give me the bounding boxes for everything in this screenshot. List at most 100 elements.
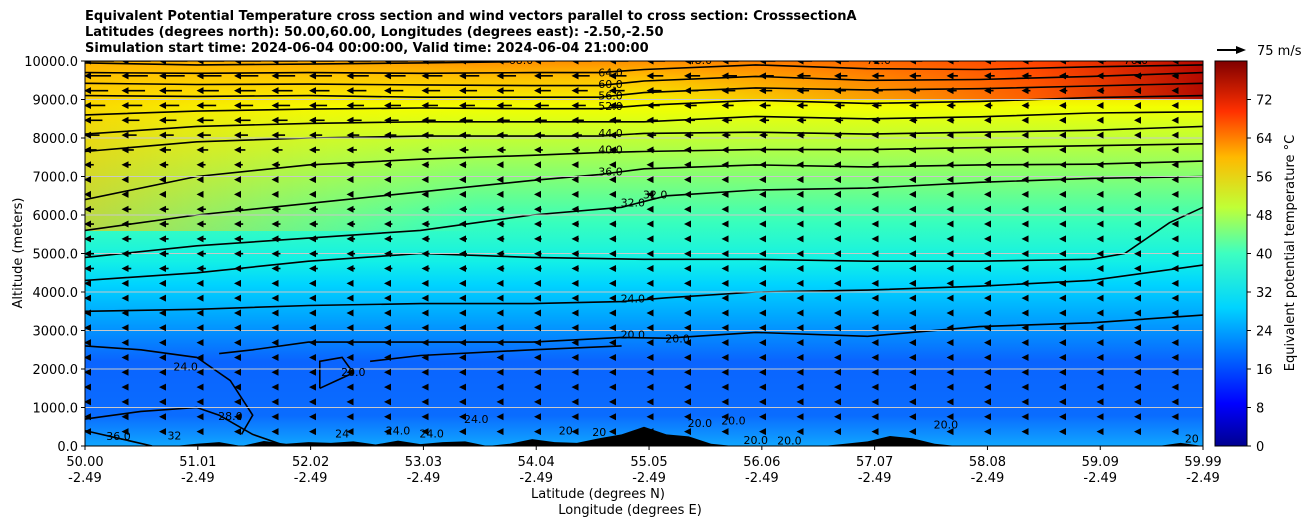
wind-arrow	[271, 413, 279, 421]
wind-arrow	[346, 190, 354, 198]
wind-arrow	[496, 205, 505, 213]
wind-arrow	[721, 413, 729, 421]
wind-arrow	[909, 116, 918, 124]
wind-arrow	[196, 339, 204, 347]
contour-label: 24.0	[386, 425, 411, 438]
wind-arrow	[85, 161, 94, 169]
wind-arrow	[384, 190, 391, 198]
contour-label: 56.0	[598, 89, 623, 102]
wind-arrow	[534, 131, 545, 139]
wind-arrow	[609, 205, 617, 213]
x-tick-label-lon: -2.49	[632, 471, 666, 486]
wind-arrow	[1059, 131, 1066, 139]
wind-arrow	[1021, 294, 1029, 302]
wind-arrow	[1021, 250, 1029, 258]
y-axis-label: Altitude (meters)	[11, 198, 26, 309]
x-tick-label-lat: 59.09	[1082, 455, 1119, 470]
wind-arrow	[1134, 294, 1141, 302]
wind-arrow	[871, 101, 882, 109]
wind-arrow	[1059, 72, 1069, 80]
wind-arrow	[346, 161, 355, 169]
wind-arrow	[1134, 309, 1141, 317]
wind-arrow	[496, 265, 505, 273]
wind-arrow	[496, 383, 504, 391]
wind-arrow	[159, 368, 166, 376]
wind-arrow	[946, 72, 958, 80]
wind-arrow	[496, 61, 519, 65]
wind-arrow	[721, 368, 729, 376]
x-tick-label-lon: -2.49	[1186, 471, 1220, 486]
wind-arrow	[346, 398, 354, 406]
wind-arrow	[984, 279, 991, 287]
chart-title-line-2: Latitudes (degrees north): 50.00,60.00, …	[85, 25, 664, 40]
x-tick-label-lon: -2.49	[68, 471, 102, 486]
wind-arrow	[1059, 309, 1066, 317]
wind-arrow	[834, 353, 841, 361]
wind-arrow	[496, 161, 504, 169]
wind-arrow	[721, 383, 729, 391]
wind-arrow	[1096, 428, 1104, 436]
wind-arrow	[609, 235, 617, 243]
wind-arrow	[1171, 265, 1179, 273]
wind-arrow	[121, 87, 146, 95]
wind-arrow	[234, 383, 241, 391]
wind-arrow	[834, 250, 841, 258]
wind-arrow	[309, 176, 316, 184]
wind-arrow	[871, 324, 879, 332]
wind-arrow	[196, 383, 204, 391]
wind-arrow	[159, 265, 169, 273]
wind-arrow	[759, 353, 766, 361]
wind-arrow	[271, 265, 281, 273]
wind-arrow	[684, 146, 692, 154]
wind-arrow	[796, 87, 810, 95]
contour-label: 36.0	[106, 430, 131, 443]
wind-arrow	[1096, 101, 1104, 109]
wind-arrow	[346, 250, 356, 258]
wind-arrow	[1134, 368, 1141, 376]
wind-arrow	[571, 235, 579, 243]
wind-arrow	[234, 101, 254, 109]
wind-arrow	[1096, 368, 1104, 376]
wind-arrow	[271, 131, 286, 139]
wind-arrow	[609, 428, 616, 436]
colorbar-label: Equivalent potential temperature °C	[1283, 135, 1298, 371]
wind-arrow	[796, 398, 804, 406]
wind-arrow	[271, 294, 279, 302]
wind-arrow	[721, 61, 739, 65]
wind-arrow	[871, 190, 879, 198]
wind-arrow	[534, 294, 541, 302]
wind-arrow	[346, 72, 369, 80]
wind-arrow	[1096, 131, 1104, 139]
wind-arrow	[834, 235, 841, 243]
wind-arrow	[459, 131, 471, 139]
wind-arrow	[984, 116, 992, 124]
wind-arrow	[496, 176, 504, 184]
wind-arrow	[684, 205, 691, 213]
x-tick-label-lat: 53.03	[405, 455, 442, 470]
wind-arrow	[909, 294, 916, 302]
wind-arrow	[1171, 146, 1179, 154]
wind-arrow	[346, 413, 354, 421]
wind-arrow	[534, 265, 542, 273]
contour-label: 20.0	[665, 333, 690, 346]
contour-label: 76.0	[1124, 54, 1149, 67]
x-axis-label-longitude: Longitude (degrees E)	[558, 503, 702, 518]
wind-arrow	[1059, 87, 1068, 95]
wind-arrow	[1021, 131, 1029, 139]
wind-arrow	[684, 309, 691, 317]
wind-arrow	[421, 220, 430, 228]
wind-arrow	[459, 413, 466, 421]
wind-arrow	[196, 428, 204, 436]
wind-arrow	[1021, 339, 1029, 347]
wind-arrow	[909, 161, 916, 169]
wind-arrow	[1021, 279, 1029, 287]
wind-arrow	[609, 368, 616, 376]
wind-arrow	[721, 87, 736, 95]
wind-arrow	[159, 61, 188, 65]
wind-arrow	[909, 279, 916, 287]
wind-arrow	[796, 190, 804, 198]
wind-arrow	[759, 309, 766, 317]
wind-arrow	[1059, 220, 1066, 228]
wind-arrow	[571, 428, 579, 436]
wind-arrow	[85, 309, 91, 317]
